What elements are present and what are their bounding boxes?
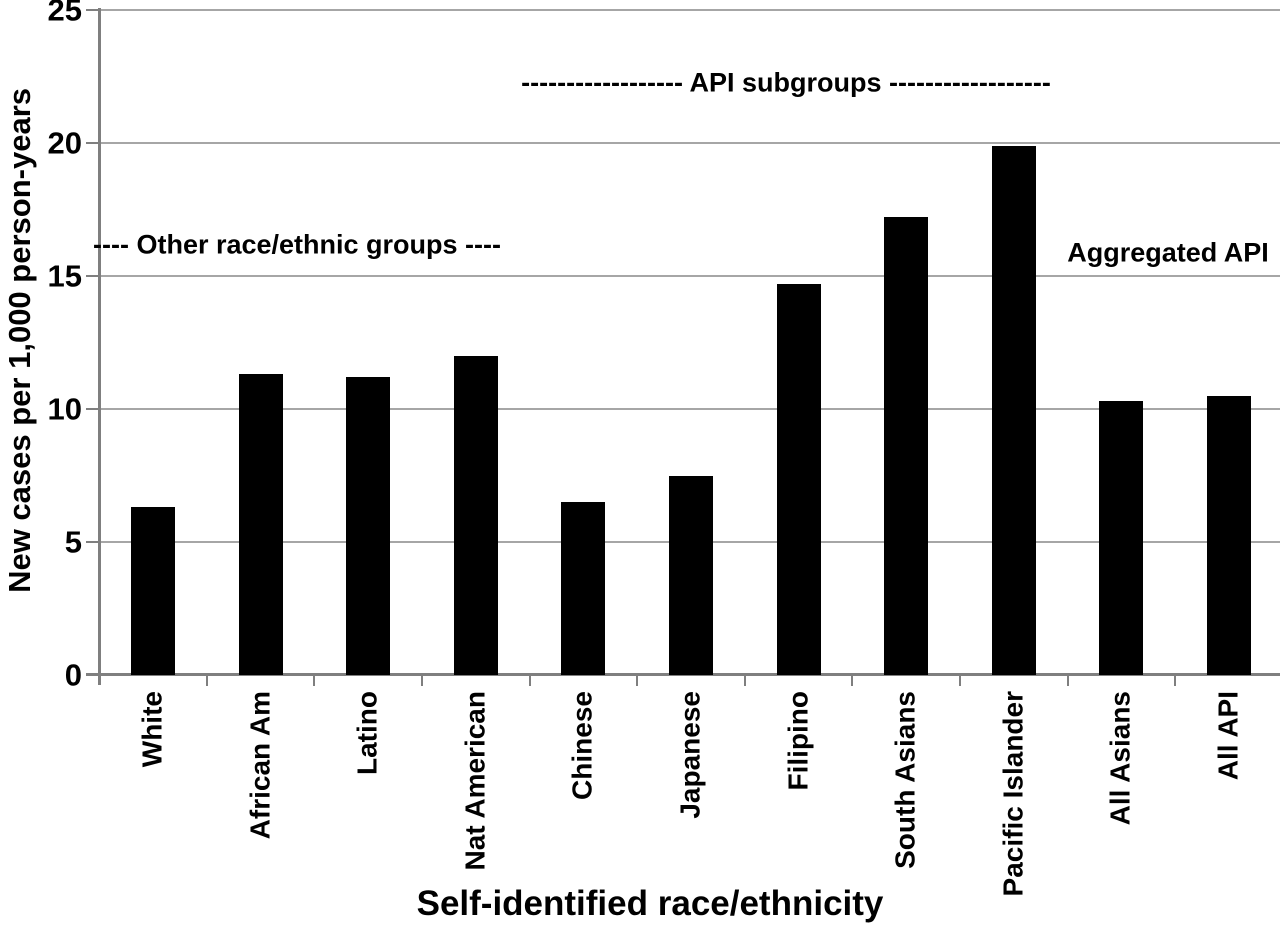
- gridline-y-15: [101, 275, 1280, 277]
- x-category-label-pacific-islander: Pacific Islander: [997, 691, 1029, 903]
- x-category-label-south-asians: South Asians: [889, 691, 922, 876]
- y-tick-label-0: 0: [64, 657, 82, 693]
- y-tick-label-15: 15: [47, 258, 82, 294]
- annotation-other-race-ethnic-groups: ---- Other race/ethnic groups ----: [92, 229, 502, 260]
- x-category-label-all-asians: All Asians: [1104, 691, 1137, 832]
- y-tick-10: [86, 408, 99, 410]
- bar-pacific-islander: [991, 145, 1036, 675]
- bar-latino: [346, 377, 391, 675]
- x-tick-7: [959, 675, 961, 686]
- y-tick-20: [86, 142, 99, 144]
- bar-chinese: [561, 502, 606, 675]
- bar-all-api: [1207, 395, 1251, 675]
- bar-white: [131, 507, 175, 675]
- x-category-label-text: Japanese: [674, 691, 706, 819]
- bar-african-am: [238, 374, 283, 675]
- bar-south-asians: [884, 217, 929, 675]
- x-category-label-african-am: African Am: [244, 691, 276, 846]
- x-category-label-text: African Am: [244, 691, 276, 840]
- x-tick-5: [743, 675, 746, 686]
- x-category-label-text: Pacific Islander: [997, 691, 1029, 897]
- x-category-label-text: Filipino: [782, 691, 814, 791]
- gridline-y-25: [101, 9, 1280, 11]
- annotation-aggregated-api: Aggregated API: [1067, 237, 1269, 268]
- x-category-label-all-api: All API: [1212, 691, 1245, 787]
- bar-filipino: [776, 283, 821, 675]
- y-tick-label-25: 25: [47, 0, 82, 28]
- bar-all-asians: [1099, 401, 1144, 675]
- y-tick-15: [86, 275, 99, 277]
- x-tick-0: [205, 675, 208, 686]
- x-tick-2: [421, 675, 423, 686]
- x-tick-3: [528, 675, 531, 686]
- x-category-label-chinese: Chinese: [566, 691, 599, 807]
- y-tick-label-20: 20: [47, 125, 82, 161]
- x-tick-9: [1174, 675, 1177, 686]
- y-tick-label-10: 10: [47, 391, 82, 427]
- x-category-label-white: White: [136, 691, 169, 774]
- y-tick-25: [86, 9, 99, 11]
- x-tick-6: [851, 675, 854, 686]
- x-category-label-text: Nat American: [459, 691, 491, 871]
- x-category-label-text: White: [136, 691, 168, 768]
- y-tick-5: [86, 541, 99, 543]
- x-category-label-filipino: Filipino: [782, 691, 814, 798]
- x-category-label-text: All Asians: [1104, 691, 1136, 826]
- x-category-label-text: South Asians: [889, 691, 921, 869]
- x-axis-title: Self-identified race/ethnicity: [416, 884, 884, 923]
- gridline-y-10: [101, 408, 1280, 410]
- x-tick-8: [1066, 675, 1069, 686]
- y-tick-label-5: 5: [64, 524, 82, 560]
- x-tick-1: [313, 675, 316, 686]
- x-category-label-text: Latino: [351, 691, 383, 775]
- x-category-label-text: Chinese: [566, 691, 598, 800]
- x-category-label-latino: Latino: [351, 691, 384, 782]
- x-category-label-japanese: Japanese: [674, 691, 707, 826]
- x-tick-4: [636, 675, 639, 686]
- x-category-label-nat-american: Nat American: [459, 691, 491, 877]
- bar-japanese: [669, 475, 713, 675]
- gridline-y-20: [101, 142, 1280, 144]
- x-category-label-text: All API: [1212, 691, 1244, 781]
- y-axis-title: New cases per 1,000 person-years: [0, 60, 40, 620]
- bar-nat-american: [453, 355, 498, 675]
- annotation-api-subgroups: ------------------ API subgroups -------…: [521, 67, 1051, 98]
- y-axis-line: [98, 8, 101, 685]
- y-axis-title-text: New cases per 1,000 person-years: [1, 87, 37, 593]
